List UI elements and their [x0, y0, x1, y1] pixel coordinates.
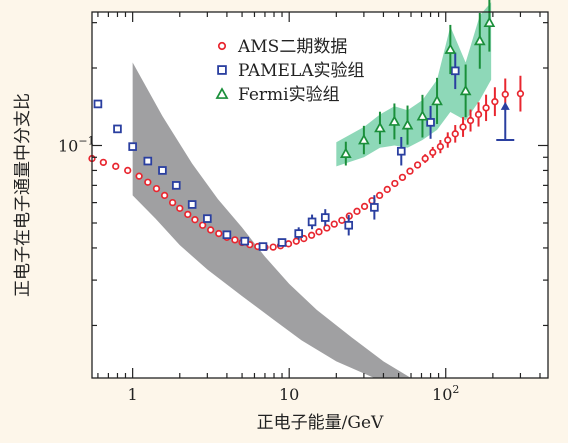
pamela-point — [222, 230, 232, 240]
ams-point — [176, 204, 184, 212]
ams-point — [391, 179, 399, 188]
ams-point — [307, 231, 316, 239]
ams-point — [284, 240, 293, 248]
ams-point — [215, 229, 223, 238]
bands-layer — [132, 2, 492, 378]
ams-point — [168, 198, 177, 207]
ams-point — [231, 236, 239, 244]
pamela-upper-limit-head — [500, 101, 510, 110]
pamela-point — [187, 200, 197, 209]
pamela-point — [307, 217, 317, 227]
ams-point — [383, 185, 391, 194]
pamela-point — [113, 124, 122, 134]
ams-point — [436, 142, 445, 151]
pamela-point — [396, 146, 406, 156]
ams-point — [330, 220, 338, 228]
ams-point — [429, 148, 437, 157]
pamela-point — [203, 214, 212, 223]
ams-point — [191, 216, 199, 224]
pamela-point — [158, 166, 167, 175]
ams-point — [315, 228, 323, 236]
ams-point — [413, 161, 422, 169]
legend: AMS二期数据 PAMELA实验组 Fermi实验组 — [215, 37, 365, 105]
pamela-point — [258, 242, 268, 251]
pamela-point — [320, 213, 330, 222]
legend-marker-fermi — [215, 87, 229, 99]
pamela-point — [426, 118, 435, 127]
legend-marker-ams — [217, 41, 227, 51]
ams-point — [491, 98, 499, 106]
legend-label-ams: AMS二期数据 — [237, 37, 347, 57]
pamela-point — [93, 99, 103, 109]
ams-point — [338, 216, 346, 224]
series-layer — [88, 0, 525, 252]
fermi-point — [358, 133, 370, 145]
ams-point — [124, 166, 132, 175]
x-tick-label: 10 — [279, 385, 299, 404]
x-tick-label-exponent: 2 — [452, 383, 459, 396]
fermi-point — [444, 43, 457, 54]
ams-point — [459, 123, 467, 131]
fermi-point — [339, 147, 352, 158]
legend-marker-pamela — [217, 65, 227, 75]
fermi-point — [388, 115, 401, 126]
ams-point — [99, 158, 108, 167]
ams-point — [501, 90, 509, 98]
ams-point — [482, 104, 490, 112]
ams-point — [375, 191, 384, 200]
x-axis-label: 正电子能量/GeV — [257, 413, 384, 433]
pamela-point — [294, 229, 303, 238]
pamela-point — [143, 156, 153, 166]
pamela-point — [370, 203, 379, 212]
ams-point — [112, 162, 120, 170]
fermi-point — [431, 94, 443, 106]
ams-point — [474, 110, 483, 119]
x-tick-label: 1 — [128, 385, 138, 404]
ams-point — [451, 130, 459, 138]
ams-point — [160, 191, 169, 200]
pamela-point — [344, 220, 354, 230]
legend-label-fermi: Fermi实验组 — [238, 85, 340, 105]
ams-point — [421, 154, 429, 163]
ams-point — [269, 243, 277, 251]
pamela-point — [240, 236, 250, 246]
fermi-point — [416, 110, 429, 121]
pamela-point — [450, 66, 460, 76]
pamela-point — [171, 181, 181, 190]
ams-point — [198, 221, 207, 229]
ams-point — [466, 116, 475, 125]
ams-point — [516, 89, 525, 98]
pamela-point — [128, 142, 137, 151]
ams-point — [406, 167, 414, 175]
gray-band — [132, 62, 412, 378]
fermi-point — [459, 84, 472, 96]
fermi-point — [374, 121, 386, 133]
ams-point — [444, 136, 452, 144]
plot-frame — [91, 11, 549, 379]
ams-point — [360, 202, 369, 211]
ams-point — [292, 237, 300, 245]
legend-label-pamela: PAMELA实验组 — [238, 61, 365, 81]
ams-point — [135, 172, 143, 180]
ams-point — [152, 184, 161, 193]
fermi-point — [483, 16, 496, 28]
ams-point — [207, 226, 215, 234]
y-tick-label-exponent: −1 — [78, 134, 94, 147]
y-axis-label: 正电子在电子通量中分支比 — [13, 93, 33, 297]
ams-point — [184, 210, 192, 219]
fermi-point — [473, 34, 486, 46]
ams-point — [353, 207, 361, 215]
fermi-point — [401, 118, 414, 130]
fermi-band — [336, 2, 492, 167]
ams-point — [398, 173, 407, 182]
ams-point — [323, 224, 331, 232]
pamela-point — [277, 238, 287, 247]
ams-point — [144, 178, 152, 186]
